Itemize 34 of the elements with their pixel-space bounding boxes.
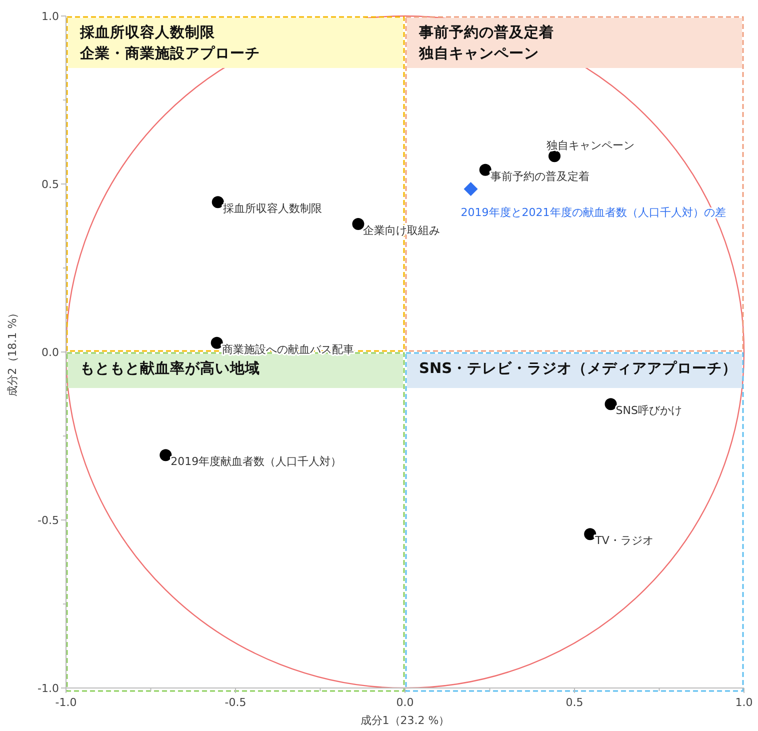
point	[210, 336, 223, 349]
annotation: もともと献血率が高い地域	[80, 359, 260, 377]
point	[212, 196, 224, 208]
series-label: 独自キャンペーン	[546, 139, 634, 152]
annotation: 独自キャンペーン	[418, 45, 539, 62]
series-label: 企業向け取組み	[363, 224, 440, 237]
point	[464, 182, 478, 196]
point	[160, 449, 172, 462]
y-tick-label: 1.0	[42, 10, 59, 23]
x-tick-label: -1.0	[55, 696, 77, 709]
point	[479, 164, 492, 176]
y-tick-label: 0.0	[42, 346, 59, 359]
x-axis-title: 成分1（23.2 %）	[360, 714, 450, 727]
x-tick-label: 0.0	[396, 696, 414, 709]
point	[548, 150, 560, 162]
series-label: SNS呼びかけ	[616, 404, 682, 418]
point	[604, 398, 617, 410]
y-tick-label: 0.5	[42, 178, 59, 191]
annotation: SNS・テレビ・ラジオ（メディアアプローチ）	[419, 360, 738, 377]
series-label: 採血所収容人数制限	[222, 202, 322, 216]
y-tick-label: -0.5	[38, 514, 59, 527]
series-label: 2019年度献血者数（人口千人対）	[170, 455, 342, 468]
series-label: TV・ラジオ	[594, 534, 654, 548]
point	[584, 528, 596, 540]
point	[352, 218, 364, 230]
x-tick-label: -0.5	[224, 696, 246, 709]
series-label: 事前予約の普及定着	[490, 170, 590, 183]
x-tick-label: 1.0	[735, 696, 753, 709]
y-axis-title: 成分2（18.1 %）	[6, 307, 19, 397]
y-tick-label: -1.0	[38, 682, 59, 695]
x-tick-label: 0.5	[566, 696, 584, 709]
annotation: 事前予約の普及定着	[418, 23, 554, 41]
annotation: 採血所収容人数制限	[79, 23, 216, 41]
annotation: 企業・商業施設アプローチ	[79, 44, 260, 62]
